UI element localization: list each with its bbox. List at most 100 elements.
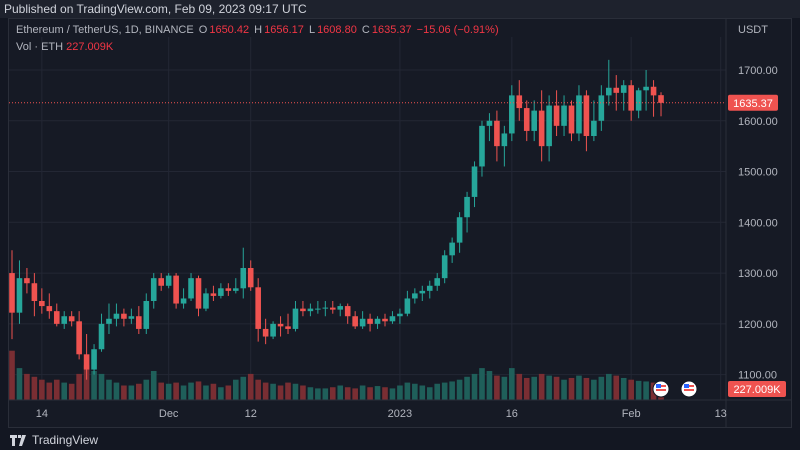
volume-bar <box>83 365 90 400</box>
volume-bar <box>434 383 441 400</box>
us-flag-event-icon <box>680 380 698 398</box>
candle-body <box>150 278 157 301</box>
volume-bar <box>412 383 418 400</box>
volume-bar <box>606 373 612 400</box>
volume-bar <box>9 350 15 400</box>
volume-bar <box>31 376 38 400</box>
candle-body <box>240 268 247 289</box>
open-label: O <box>198 24 208 36</box>
flag-stripe <box>684 389 694 391</box>
volume-bar <box>568 377 575 400</box>
candle-body <box>247 268 254 288</box>
high-value: 1656.17 <box>264 24 304 36</box>
volume-bar <box>53 379 60 400</box>
candle-body <box>583 95 590 136</box>
volume-bar <box>173 382 179 400</box>
candle-body <box>61 316 68 324</box>
volume-bar <box>76 373 82 400</box>
volume-bar <box>240 376 247 400</box>
last-price-label: 1635.37 <box>733 98 773 110</box>
volume-bar <box>143 379 150 400</box>
volume-bar <box>136 383 142 400</box>
volume-bar <box>128 385 135 400</box>
volume-bar <box>464 376 470 400</box>
candle-body <box>456 217 463 243</box>
candle-body <box>180 298 187 304</box>
volume-bar <box>494 375 500 400</box>
volume-bar <box>352 388 358 400</box>
published-text: Published on TradingView.com, Feb 09, 20… <box>4 2 307 16</box>
volume-bar <box>501 376 508 400</box>
candle-body <box>31 283 38 301</box>
tradingview-logo-icon <box>10 434 26 446</box>
volume-bar <box>210 383 217 400</box>
volume-bar <box>329 387 336 400</box>
candle-body <box>464 196 470 218</box>
candle-body <box>620 85 627 93</box>
brand-name: TradingView <box>32 433 99 447</box>
candle-body <box>546 105 552 147</box>
candle-body <box>650 86 657 96</box>
candle-body <box>494 120 500 147</box>
candle-body <box>98 323 105 350</box>
candle-body <box>39 301 45 307</box>
volume-bar <box>16 368 23 400</box>
candle-body <box>277 323 284 327</box>
tradingview-brand[interactable]: TradingView <box>10 433 98 447</box>
candle-body <box>225 288 232 291</box>
volume-bar <box>397 385 403 400</box>
candle-body <box>516 95 523 109</box>
x-tick-label: 16 <box>506 408 518 420</box>
candle-body <box>359 318 366 327</box>
x-tick-label: 12 <box>245 408 257 420</box>
volume-bar <box>292 383 299 400</box>
y-tick-label: 1400.00 <box>738 217 778 229</box>
volume-bar <box>91 371 97 400</box>
candle-body <box>113 313 120 319</box>
candle-body <box>434 278 441 286</box>
candle-body <box>553 105 560 126</box>
candle-body <box>285 326 291 329</box>
candle-body <box>158 278 164 286</box>
x-tick-label: 13 <box>715 408 727 420</box>
volume-bar <box>277 385 284 400</box>
candle-body <box>471 166 478 197</box>
candle-body <box>367 318 373 324</box>
candle-body <box>203 293 209 309</box>
candle-body <box>658 95 664 103</box>
volume-bar <box>68 383 75 400</box>
volume-bar <box>61 382 68 400</box>
y-tick-label: 1300.00 <box>738 268 778 280</box>
candle-body <box>449 242 455 256</box>
ohlc-legend: Ethereum / TetherUS, 1D, BINANCE O 1650.4… <box>16 24 501 36</box>
volume-bar <box>46 382 53 400</box>
low-label: L <box>308 24 316 36</box>
volume-bar <box>441 382 448 400</box>
candle-body <box>426 285 433 291</box>
candle-body <box>68 316 75 322</box>
volume-bar <box>322 388 329 400</box>
volume-bar <box>180 385 187 400</box>
candles <box>9 59 664 380</box>
overlay: 1635.37 227.009K <box>9 94 786 398</box>
volume-bar <box>613 375 620 400</box>
volume-bar <box>262 382 269 400</box>
volume-bar <box>382 387 388 400</box>
flag-canton <box>684 384 689 388</box>
candle-body <box>568 105 575 134</box>
close-label: C <box>361 24 370 36</box>
volume-legend: Vol · ETH 227.009K <box>16 41 113 53</box>
volume-bar <box>561 379 567 400</box>
volume-bar <box>389 388 396 400</box>
volume-tag-label: 227.009K <box>733 384 781 396</box>
x-tick-label: 14 <box>36 408 48 420</box>
candle-body <box>262 328 269 337</box>
volume-bar <box>523 377 530 400</box>
candle-body <box>210 293 217 296</box>
volume-bar <box>449 381 455 400</box>
candle-body <box>292 308 299 329</box>
volume-bar <box>628 379 634 400</box>
volume-bar <box>247 373 254 400</box>
currency-label: USDT <box>738 24 768 36</box>
